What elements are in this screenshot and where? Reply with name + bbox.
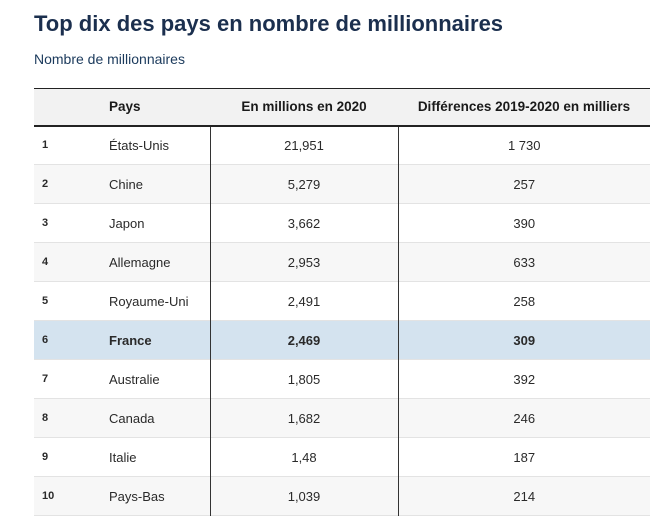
millions-2020-cell: 1,682 <box>209 398 398 438</box>
country-cell: Allemagne <box>109 254 171 270</box>
country-cell: Pays-Bas <box>109 488 165 504</box>
millionaires-table: Pays En millions en 2020 Différences 201… <box>34 88 650 516</box>
table-row: 4 Allemagne 2,953 633 <box>34 242 650 282</box>
rank-cell: 7 <box>42 373 49 385</box>
millions-2020-cell: 2,469 <box>209 320 398 360</box>
column-header-rank[interactable] <box>34 89 109 126</box>
millions-2020-cell: 1,48 <box>209 437 398 477</box>
column-header-country[interactable]: Pays <box>109 99 141 115</box>
difference-cell: 309 <box>397 320 650 360</box>
chart-title: Top dix des pays en nombre de millionnai… <box>34 11 504 36</box>
table-body: 1 États-Unis 21,951 1 730 2 Chine 5,279 257 3 Jap… <box>34 125 650 516</box>
country-cell: Japon <box>109 215 145 231</box>
table-row: 5 Royaume-Uni 2,491 258 <box>34 281 650 321</box>
rank-cell: 1 <box>42 139 49 152</box>
millions-2020-cell: 2,491 <box>209 281 398 321</box>
table-row: 1 États-Unis 21,951 1 730 <box>34 125 650 165</box>
country-cell: France <box>109 332 152 348</box>
rank-cell: 3 <box>42 217 49 229</box>
table-row: 7 Australie 1,805 392 <box>34 359 650 399</box>
table-row: 6 France 2,469 309 <box>34 320 650 360</box>
table-row: 3 Japon 3,662 390 <box>34 203 650 243</box>
difference-cell: 392 <box>397 359 650 399</box>
table-header: Pays En millions en 2020 Différences 201… <box>34 88 650 126</box>
rank-cell: 8 <box>42 412 49 424</box>
header-row: Pays En millions en 2020 Différences 201… <box>34 88 650 126</box>
difference-cell: 633 <box>397 242 650 282</box>
country-cell: États-Unis <box>109 137 169 153</box>
rank-cell: 4 <box>42 256 49 268</box>
difference-cell: 214 <box>397 476 650 516</box>
country-cell: Italie <box>109 449 137 465</box>
difference-cell: 187 <box>397 437 650 477</box>
millions-2020-cell: 1,039 <box>209 476 398 516</box>
rank-cell: 5 <box>42 295 49 307</box>
millions-2020-cell: 2,953 <box>209 242 398 282</box>
difference-cell: 258 <box>397 281 650 321</box>
difference-cell: 1 730 <box>397 125 650 165</box>
millions-2020-cell: 21,951 <box>209 125 398 165</box>
difference-cell: 257 <box>397 164 650 204</box>
table-row: 10 Pays-Bas 1,039 214 <box>34 476 650 516</box>
country-cell: Royaume-Uni <box>109 293 189 309</box>
millions-2020-cell: 3,662 <box>209 203 398 243</box>
column-header-difference[interactable]: Différences 2019-2020 en milliers <box>417 99 631 115</box>
millionaires-table-container: Pays En millions en 2020 Différences 201… <box>34 88 650 516</box>
country-cell: Canada <box>109 410 155 426</box>
rank-cell: 2 <box>42 178 49 190</box>
rank-cell: 9 <box>42 451 49 463</box>
rank-cell: 6 <box>42 334 49 346</box>
millions-2020-cell: 5,279 <box>209 164 398 204</box>
chart-subtitle: Nombre de millionnaires <box>34 51 185 67</box>
country-cell: Chine <box>109 176 143 192</box>
table-row: 8 Canada 1,682 246 <box>34 398 650 438</box>
millions-2020-cell: 1,805 <box>209 359 398 399</box>
country-cell: Australie <box>109 371 160 387</box>
table-row: 2 Chine 5,279 257 <box>34 164 650 204</box>
rank-cell: 10 <box>42 490 55 502</box>
column-header-millions-2020[interactable]: En millions en 2020 <box>241 99 367 115</box>
table-row: 9 Italie 1,48 187 <box>34 437 650 477</box>
difference-cell: 390 <box>397 203 650 243</box>
difference-cell: 246 <box>397 398 650 438</box>
